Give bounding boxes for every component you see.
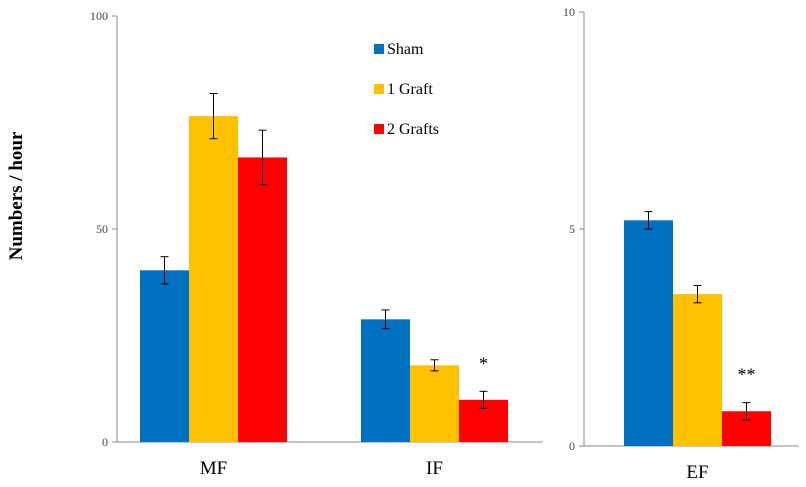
x-category-label: MF	[200, 458, 227, 479]
significance-marker: **	[738, 365, 756, 385]
x-category-label: IF	[426, 458, 443, 479]
bar-1-graft-ef	[673, 294, 722, 446]
legend-swatch-sham	[374, 44, 384, 54]
bar-sham-ef	[624, 220, 673, 446]
legend: Sham 1 Graft 2 Grafts	[374, 41, 439, 138]
bar-sham-mf	[140, 270, 189, 442]
y-tick-label: 10	[563, 5, 575, 19]
y-axis-title-group: Numbers / hour	[6, 131, 27, 260]
bar-1-graft-mf	[189, 116, 238, 443]
chart-panel-2: 0 5 10 ** EF	[563, 5, 799, 483]
bar-sham-if	[361, 319, 410, 442]
significance-marker: *	[479, 353, 488, 373]
y-tick-label: 100	[90, 9, 108, 23]
y-tick-label: 0	[569, 439, 575, 453]
plot-area: 0 50 100 MF * IF 0 5 10 ** EF	[90, 5, 799, 483]
y-tick-label: 5	[569, 222, 575, 236]
bar-2-grafts-mf	[238, 157, 287, 442]
legend-label: Sham	[387, 41, 424, 58]
chart-panel-1: 0 50 100 MF * IF	[90, 9, 543, 479]
legend-label: 2 Grafts	[387, 121, 439, 138]
y-tick-label: 50	[96, 222, 108, 236]
bar-1-graft-if	[410, 365, 459, 442]
legend-label: 1 Graft	[387, 81, 433, 98]
y-axis-title: Numbers / hour	[6, 131, 27, 260]
legend-swatch-2-grafts	[374, 124, 384, 134]
legend-swatch-1-graft	[374, 84, 384, 94]
x-category-label: EF	[686, 462, 708, 483]
y-tick-label: 0	[102, 435, 108, 449]
